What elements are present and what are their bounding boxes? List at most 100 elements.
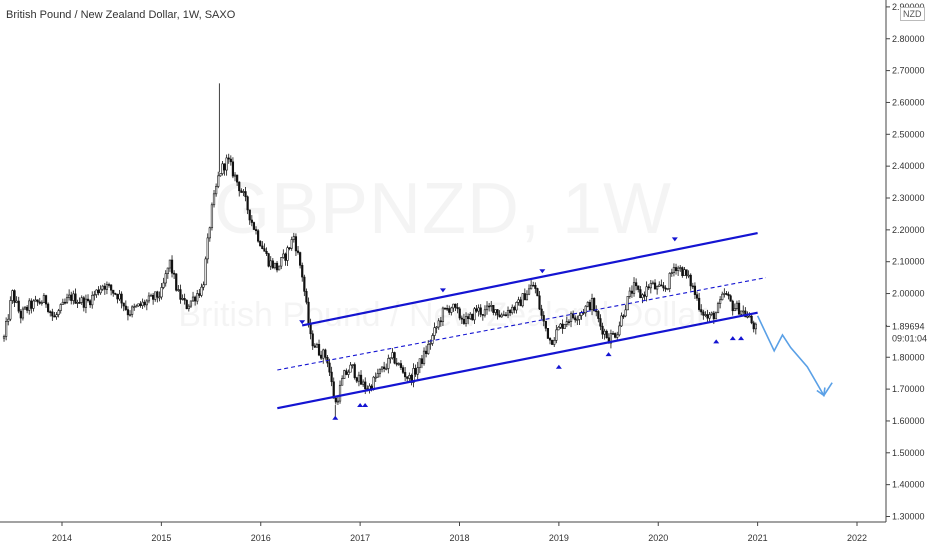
candle-body — [456, 307, 459, 310]
candle-body — [51, 311, 54, 317]
candle-body — [372, 376, 375, 390]
candle-body — [593, 298, 596, 312]
candle-body — [63, 301, 67, 304]
channel-layer — [277, 231, 767, 410]
candle-body — [620, 315, 623, 327]
marker-down — [671, 237, 678, 242]
candle-body — [643, 294, 646, 297]
candle-body — [364, 381, 367, 390]
candle-body — [374, 376, 377, 379]
candle-body — [175, 273, 178, 291]
candle-body — [44, 295, 48, 305]
candle-body — [733, 308, 736, 312]
channel-upper-line — [301, 231, 758, 327]
x-tick-label: 2015 — [151, 533, 171, 543]
candle-body — [324, 349, 327, 358]
candle-body — [200, 286, 203, 296]
candle-body — [567, 321, 571, 323]
candle-body — [114, 292, 117, 295]
candle-body — [269, 260, 272, 267]
candle-body — [731, 300, 734, 312]
y-tick-label: 2.60000 — [892, 97, 925, 107]
candle-body — [670, 272, 673, 274]
candle-body — [624, 309, 627, 317]
candle-body — [158, 296, 161, 299]
marker-up — [713, 339, 720, 344]
candle-body — [553, 340, 556, 345]
candle-body — [21, 308, 25, 319]
candle-body — [473, 308, 476, 321]
currency-badge[interactable]: NZD — [900, 7, 925, 21]
candle-body — [729, 295, 732, 302]
candle-body — [429, 343, 432, 345]
candle-body — [637, 285, 640, 290]
marker-up — [555, 364, 562, 369]
x-tick-label: 2014 — [52, 533, 72, 543]
marker-up — [332, 415, 339, 420]
candle-body — [527, 288, 531, 295]
candle-body — [490, 305, 493, 307]
y-tick-label: 2.80000 — [892, 34, 925, 44]
candle-body — [217, 175, 220, 187]
candle-body — [345, 370, 348, 375]
candle-body — [521, 293, 524, 307]
x-tick-label: 2016 — [251, 533, 271, 543]
markers-layer — [299, 237, 745, 420]
candle-body — [492, 305, 495, 313]
candle-body — [177, 289, 180, 291]
y-tick-label: 2.40000 — [892, 161, 925, 171]
candle-body — [141, 301, 144, 306]
candle-body — [303, 276, 306, 292]
candle-body — [700, 309, 703, 313]
candle-body — [110, 284, 113, 291]
candle-body — [443, 307, 447, 310]
candle-body — [454, 303, 457, 308]
candle-body — [38, 301, 41, 304]
candle-body — [618, 325, 621, 336]
candle-body — [509, 310, 512, 314]
candle-body — [523, 293, 526, 301]
price-axis[interactable]: 1.30000 1.40000 1.50000 1.60000 1.70000 1.800… — [886, 2, 932, 522]
marker-down — [299, 320, 306, 325]
candles-layer — [2, 83, 757, 418]
candle-body — [616, 334, 619, 338]
candle-body — [723, 293, 726, 295]
candle-body — [513, 306, 516, 311]
last-price-box — [887, 319, 932, 344]
candle-body — [7, 318, 10, 322]
candle-body — [412, 368, 415, 383]
candle-body — [86, 298, 90, 302]
candle-body — [137, 303, 140, 307]
candle-body — [70, 294, 73, 301]
candle-body — [189, 300, 193, 307]
candle-body — [32, 300, 35, 309]
candle-body — [548, 338, 552, 341]
candle-body — [301, 265, 304, 278]
y-tick-label: 1.30000 — [892, 512, 925, 522]
y-tick-label: 2.20000 — [892, 225, 925, 235]
candle-body — [477, 307, 480, 312]
candle-body — [511, 306, 514, 314]
candle-body — [261, 245, 264, 249]
channel-mid-line — [277, 277, 767, 371]
candle-body — [458, 308, 461, 319]
time-axis[interactable]: 2014 2015 2016 2017 2018 2019 2020 2021 2022 — [52, 522, 867, 543]
candle-body — [105, 284, 109, 290]
candle-body — [693, 285, 697, 295]
candle-body — [250, 219, 253, 223]
candle-body — [683, 269, 686, 276]
candle-body — [538, 295, 541, 310]
candle-body — [559, 323, 562, 328]
candle-body — [78, 302, 81, 304]
candle-body — [320, 354, 323, 359]
candle-body — [128, 314, 132, 316]
candle-body — [282, 253, 285, 258]
candle-body — [47, 303, 50, 312]
candle-body — [450, 307, 453, 313]
candle-body — [131, 306, 134, 315]
candle-body — [439, 320, 442, 323]
candle-body — [185, 299, 188, 310]
candle-body — [702, 311, 705, 316]
marker-up — [362, 403, 369, 408]
